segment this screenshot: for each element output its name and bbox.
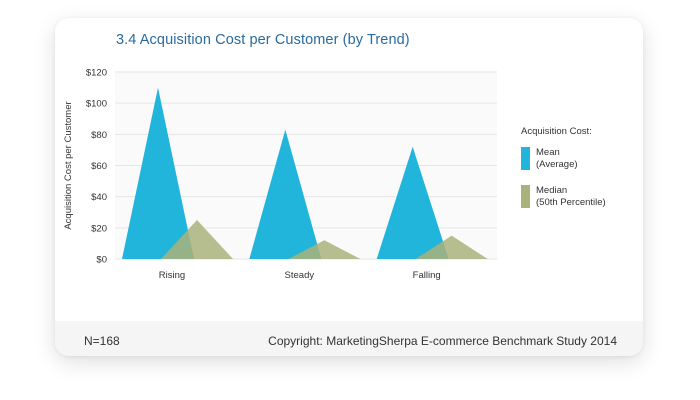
footer: N=168 Copyright: MarketingSherpa E-comme… (55, 321, 643, 356)
y-tick-label: $80 (91, 130, 107, 141)
mark-median-falling (415, 235, 488, 259)
y-axis-label: Acquisition Cost per Customer (63, 101, 74, 229)
mark-mean-falling (376, 146, 449, 259)
chart-svg: $0 $20 $40 $60 $80 $100 $120 Rising Steady Falli… (63, 68, 497, 281)
legend-label-mean: Mean (Average) (536, 147, 578, 170)
chart-card: 3.4 Acquisition Cost per Customer (by Tr… (55, 18, 643, 356)
legend-swatch-median (521, 185, 530, 208)
y-tick-label: $20 (91, 223, 107, 234)
y-tick-label: $40 (91, 192, 107, 203)
mark-median-steady (288, 240, 361, 259)
mark-median-rising (161, 220, 233, 259)
y-tick-label: $0 (96, 255, 107, 266)
legend-label-median: Median (50th Percentile) (536, 185, 606, 208)
mark-mean-steady (249, 129, 322, 259)
x-tick-label: Falling (413, 270, 441, 281)
x-tick-label: Steady (285, 270, 315, 281)
x-tick-label: Rising (159, 270, 185, 281)
y-tick-label: $60 (91, 161, 107, 172)
y-tick-label: $100 (86, 99, 107, 110)
copyright-text: Copyright: MarketingSherpa E-commerce Be… (268, 334, 617, 348)
chart-title: 3.4 Acquisition Cost per Customer (by Tr… (116, 32, 410, 48)
legend-swatch-mean (521, 147, 530, 170)
sample-size: N=168 (84, 334, 120, 348)
legend-title: Acquisition Cost: (521, 126, 592, 137)
mark-mean-rising (122, 87, 194, 259)
y-tick-label: $120 (86, 68, 107, 79)
